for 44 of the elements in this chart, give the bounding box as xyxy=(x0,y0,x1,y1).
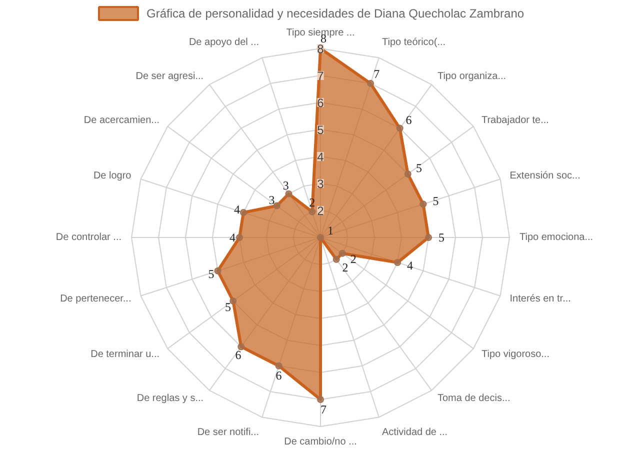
data-label: 3 xyxy=(282,178,289,193)
spoke-label: Tipo organiza... xyxy=(437,71,506,82)
y-tick-label: 5 xyxy=(317,123,324,137)
spoke-label: De acercamien... xyxy=(84,115,160,126)
data-label: 5 xyxy=(432,194,439,208)
spoke-label: De ser agresi... xyxy=(136,71,204,82)
spoke-label: De pertenecer... xyxy=(60,293,132,304)
y-tick-label: 6 xyxy=(317,96,324,110)
spoke-label: Toma de decis... xyxy=(437,392,510,404)
y-tick-label: 7 xyxy=(317,69,324,83)
data-label: 4 xyxy=(234,202,240,216)
spoke-label: De reglas y s... xyxy=(136,392,204,404)
spoke-label: Tipo teórico(... xyxy=(382,37,446,48)
data-label: 5 xyxy=(208,266,214,281)
spoke-label: Tipo vigoroso... xyxy=(481,348,550,360)
data-label: 5 xyxy=(438,230,444,244)
data-label: 6 xyxy=(235,348,242,362)
data-label: 3 xyxy=(268,192,275,207)
data-label: 2 xyxy=(342,260,348,274)
spoke-label: Tipo emociona... xyxy=(520,232,594,243)
data-label: 5 xyxy=(225,300,232,314)
spoke-label: Actividad de ... xyxy=(382,426,448,438)
data-label: 6 xyxy=(406,113,412,128)
spoke-label: De apoyo del ... xyxy=(188,37,260,48)
spoke-label: Extensión soc... xyxy=(510,170,580,182)
y-tick-label: 8 xyxy=(317,42,324,56)
y-tick-label: 2 xyxy=(317,204,324,218)
spoke-label: Trabajador te... xyxy=(481,115,549,126)
y-tick-label: 3 xyxy=(317,177,324,191)
data-label: 4 xyxy=(407,258,414,273)
spoke-label: De ser notifi... xyxy=(197,426,260,438)
spoke-label: De controlar ... xyxy=(56,232,122,243)
data-label: 7 xyxy=(374,66,380,81)
data-label: 4 xyxy=(230,230,236,244)
spoke-label: De logro xyxy=(93,170,132,182)
data-label: 1 xyxy=(328,224,334,238)
legend-label: Gráfica de personalidad y necesidades de Diana Quecholac Zambrano xyxy=(146,6,524,20)
spoke-label: Interés en tr... xyxy=(510,293,571,304)
data-label: 5 xyxy=(416,161,422,176)
spoke-label: De terminar u... xyxy=(90,348,160,360)
data-label: 2 xyxy=(350,252,356,266)
y-tick-label: 4 xyxy=(317,150,324,164)
data-label: 6 xyxy=(276,368,282,382)
spoke-label: De cambio/no ... xyxy=(284,436,357,448)
